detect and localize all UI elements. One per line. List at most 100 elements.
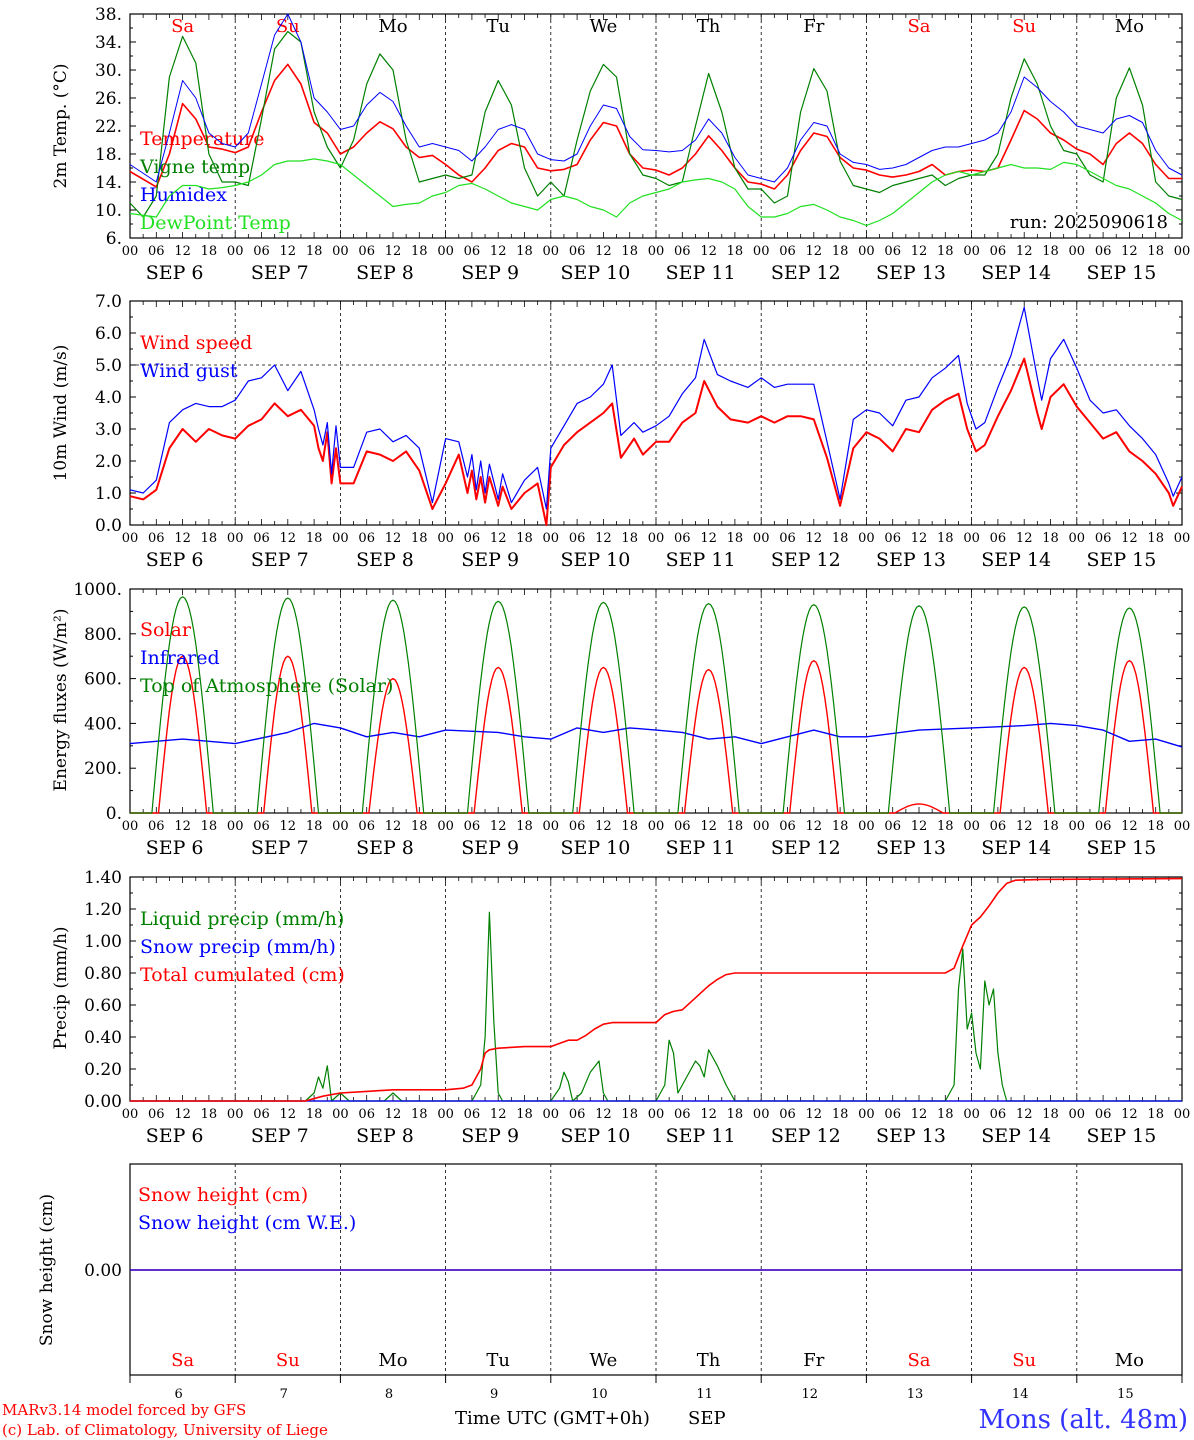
day-number-label: 13 bbox=[907, 1387, 924, 1402]
y-tick-label: 26. bbox=[95, 89, 122, 109]
date-label: SEP 9 bbox=[461, 262, 519, 284]
y-tick-label: 1.20 bbox=[84, 900, 122, 920]
x-hour-label: 18 bbox=[621, 819, 638, 834]
y-tick-label: 10. bbox=[95, 201, 122, 221]
legend-entry: Wind gust bbox=[140, 360, 238, 382]
x-axis-month: SEP bbox=[688, 1408, 726, 1429]
y-tick-label: 1000. bbox=[73, 580, 122, 600]
x-hour-label: 12 bbox=[385, 531, 402, 546]
x-hour-label: 12 bbox=[1016, 1107, 1033, 1122]
legend-entry: Snow height (cm W.E.) bbox=[138, 1212, 356, 1234]
x-hour-label: 12 bbox=[911, 531, 928, 546]
x-hour-label: 00 bbox=[543, 244, 560, 259]
date-label: SEP 11 bbox=[666, 262, 736, 284]
x-hour-label: 00 bbox=[858, 819, 875, 834]
date-label: SEP 13 bbox=[876, 837, 946, 859]
x-hour-label: 06 bbox=[148, 531, 165, 546]
x-hour-label: 18 bbox=[937, 819, 954, 834]
x-hour-label: 18 bbox=[201, 819, 218, 834]
plot-frame bbox=[129, 13, 1183, 239]
weekday-label: Su bbox=[1012, 1350, 1036, 1371]
x-hour-label: 00 bbox=[122, 244, 139, 259]
x-hour-label: 12 bbox=[1016, 244, 1033, 259]
x-hour-label: 12 bbox=[700, 1107, 717, 1122]
x-hour-label: 12 bbox=[1016, 531, 1033, 546]
x-hour-label: 06 bbox=[1095, 531, 1112, 546]
x-hour-label: 00 bbox=[227, 244, 244, 259]
y-tick-label: 1.40 bbox=[84, 868, 122, 888]
x-hour-label: 18 bbox=[306, 244, 323, 259]
legend-entry: Humidex bbox=[140, 184, 227, 206]
series-line-infrared bbox=[129, 722, 1183, 748]
date-label: SEP 6 bbox=[146, 1125, 204, 1147]
x-hour-label: 06 bbox=[464, 531, 481, 546]
date-label: SEP 8 bbox=[356, 549, 414, 571]
x-hour-label: 06 bbox=[148, 819, 165, 834]
date-label: SEP 15 bbox=[1086, 837, 1156, 859]
series-line-humidex bbox=[129, 13, 1183, 183]
day-number-label: 6 bbox=[174, 1387, 182, 1402]
weekday-label: Tu bbox=[486, 1350, 510, 1371]
date-label: SEP 6 bbox=[146, 549, 204, 571]
x-hour-label: 12 bbox=[490, 1107, 507, 1122]
x-hour-label: 18 bbox=[937, 244, 954, 259]
date-label: SEP 11 bbox=[666, 549, 736, 571]
y-tick-label: 1.0 bbox=[95, 484, 122, 504]
x-hour-label: 12 bbox=[700, 819, 717, 834]
y-tick-label: 38. bbox=[95, 5, 122, 25]
x-hour-label: 06 bbox=[990, 819, 1007, 834]
y-tick-label: 0.00 bbox=[84, 1092, 122, 1112]
x-hour-label: 18 bbox=[201, 531, 218, 546]
day-number-label: 14 bbox=[1012, 1387, 1029, 1402]
x-hour-label: 12 bbox=[911, 244, 928, 259]
weekday-label: Fr bbox=[803, 16, 824, 37]
x-hour-label: 18 bbox=[516, 1107, 533, 1122]
day-number-label: 11 bbox=[696, 1387, 713, 1402]
x-hour-label: 12 bbox=[806, 244, 823, 259]
weekday-label: Sa bbox=[171, 1350, 194, 1371]
x-hour-label: 12 bbox=[1121, 531, 1138, 546]
weekday-label: Th bbox=[697, 1350, 721, 1371]
panel-3: 0.00 0.20 0.40 0.60 0.80 1.00 1.20 1.40 Precip (… bbox=[51, 868, 1190, 1147]
x-hour-label: 00 bbox=[753, 819, 770, 834]
legend-entry: Snow precip (mm/h) bbox=[140, 936, 336, 958]
x-hour-label: 12 bbox=[280, 531, 297, 546]
x-hour-label: 18 bbox=[621, 531, 638, 546]
date-label: SEP 12 bbox=[771, 837, 841, 859]
x-hour-label: 12 bbox=[385, 819, 402, 834]
x-hour-label: 12 bbox=[806, 819, 823, 834]
weekday-label: Mo bbox=[1115, 16, 1144, 37]
x-hour-label: 06 bbox=[1095, 1107, 1112, 1122]
x-hour-label: 00 bbox=[332, 819, 349, 834]
weekday-label: Fr bbox=[803, 1350, 824, 1371]
x-hour-label: 12 bbox=[595, 1107, 612, 1122]
x-hour-label: 18 bbox=[1042, 244, 1059, 259]
x-hour-label: 00 bbox=[963, 531, 980, 546]
x-hour-label: 06 bbox=[884, 244, 901, 259]
x-hour-label: 18 bbox=[411, 244, 428, 259]
x-hour-label: 06 bbox=[990, 244, 1007, 259]
x-hour-label: 06 bbox=[358, 819, 375, 834]
run-label: run: 2025090618 bbox=[1010, 212, 1168, 233]
date-label: SEP 14 bbox=[981, 262, 1051, 284]
date-label: SEP 8 bbox=[356, 1125, 414, 1147]
x-hour-label: 00 bbox=[437, 244, 454, 259]
weekday-label: Sa bbox=[907, 16, 930, 37]
x-hour-label: 12 bbox=[700, 244, 717, 259]
x-hour-label: 12 bbox=[280, 819, 297, 834]
panel-0: 6. 10. 14. 18. 22. 26. 30. 34. 38. 2m Temp. (°C) S… bbox=[51, 5, 1190, 284]
x-hour-label: 12 bbox=[174, 531, 191, 546]
x-hour-label: 00 bbox=[1069, 531, 1086, 546]
x-hour-label: 18 bbox=[832, 531, 849, 546]
legend-entry: Top of Atmosphere (Solar) bbox=[140, 675, 393, 697]
legend-entry: Total cumulated (cm) bbox=[140, 964, 345, 986]
x-hour-label: 18 bbox=[621, 244, 638, 259]
x-hour-label: 18 bbox=[1042, 819, 1059, 834]
series-line-dewpoint-temp bbox=[129, 158, 1183, 226]
date-label: SEP 10 bbox=[560, 837, 630, 859]
x-hour-label: 06 bbox=[990, 531, 1007, 546]
x-hour-label: 00 bbox=[963, 244, 980, 259]
x-hour-label: 00 bbox=[858, 1107, 875, 1122]
x-hour-label: 06 bbox=[464, 1107, 481, 1122]
